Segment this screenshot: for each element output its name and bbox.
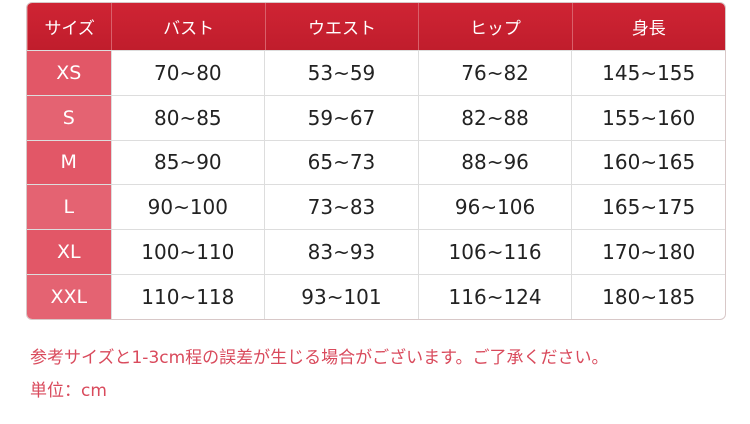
table-cell: 110~118 — [110, 274, 265, 319]
table-cell: 106~116 — [417, 230, 572, 274]
table-cell: 65~73 — [264, 140, 418, 185]
table-cell: 96~106 — [417, 185, 572, 230]
size-label: S — [27, 95, 111, 140]
table-cell: 76~82 — [417, 51, 572, 95]
table-row: L 90~100 73~83 96~106 165~175 — [27, 184, 725, 230]
table-cell: 53~59 — [264, 51, 418, 95]
table-row: XL 100~110 83~93 106~116 170~180 — [27, 229, 725, 274]
column-header: バスト — [111, 3, 264, 50]
column-header: ウエスト — [264, 3, 418, 50]
table-cell: 93~101 — [264, 274, 418, 319]
table-cell: 160~165 — [571, 140, 725, 185]
size-label: M — [27, 140, 111, 185]
table-row: XS 70~80 53~59 76~82 145~155 — [27, 50, 725, 95]
table-cell: 82~88 — [417, 95, 572, 140]
table-row: XXL 110~118 93~101 116~124 180~185 — [27, 273, 725, 319]
table-cell: 155~160 — [571, 95, 725, 140]
table-cell: 73~83 — [264, 185, 418, 230]
size-label: XL — [27, 230, 111, 274]
table-cell: 83~93 — [264, 230, 418, 274]
disclaimer-note: 参考サイズと1-3cm程の誤差が生じる場合がございます。ご了承ください。 — [30, 348, 609, 368]
table-cell: 116~124 — [417, 274, 572, 319]
table-row: M 85~90 65~73 88~96 160~165 — [27, 139, 725, 185]
table-cell: 85~90 — [110, 140, 265, 185]
column-header: サイズ — [27, 3, 111, 50]
size-label: L — [27, 185, 111, 230]
table-cell: 70~80 — [110, 51, 265, 95]
table-cell: 165~175 — [571, 185, 725, 230]
unit-note: 単位：cm — [30, 381, 107, 401]
column-header: 身長 — [571, 3, 725, 50]
table-cell: 145~155 — [571, 51, 725, 95]
table-cell: 90~100 — [110, 185, 265, 230]
size-label: XS — [27, 51, 111, 95]
table-cell: 59~67 — [264, 95, 418, 140]
table-cell: 80~85 — [110, 95, 265, 140]
table-header: サイズ バスト ウエスト ヒップ 身長 — [27, 3, 725, 50]
table-cell: 88~96 — [417, 140, 572, 185]
column-header: ヒップ — [418, 3, 571, 50]
size-chart-table: サイズ バスト ウエスト ヒップ 身長 XS 70~80 53~59 76~82 145~155 S… — [26, 2, 726, 320]
table-cell: 100~110 — [110, 230, 265, 274]
table-row: S 80~85 59~67 82~88 155~160 — [27, 94, 725, 140]
size-label: XXL — [27, 274, 111, 319]
table-cell: 170~180 — [571, 230, 725, 274]
table-cell: 180~185 — [571, 274, 725, 319]
